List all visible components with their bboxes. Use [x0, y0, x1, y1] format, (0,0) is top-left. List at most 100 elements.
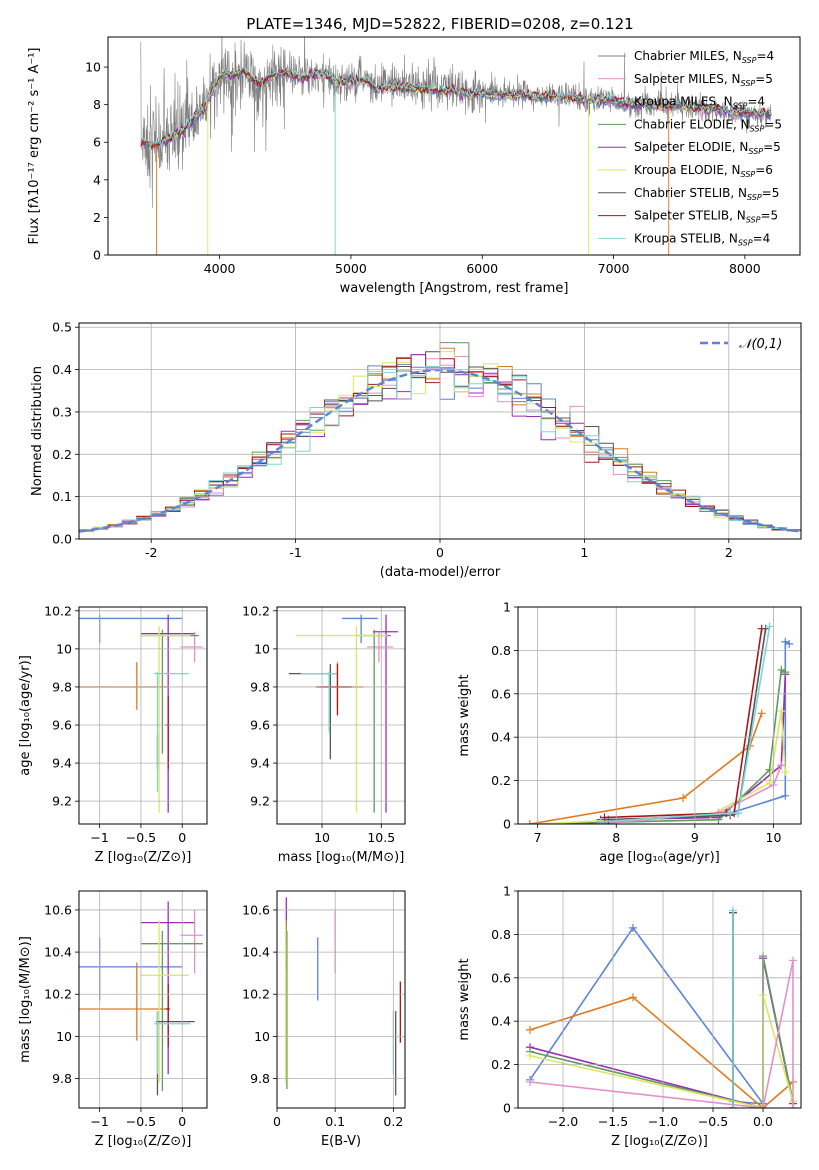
legend-label: Salpeter ELODIE, NSSP=5	[634, 140, 781, 156]
axes-frame	[107, 36, 801, 256]
y-tick-label: 10.6	[242, 902, 270, 917]
weight-marker	[734, 809, 743, 818]
y-tick-label: 9.8	[52, 1071, 72, 1086]
legend-label: Kroupa ELODIE, NSSP=6	[634, 163, 773, 179]
weight-marker	[781, 767, 790, 776]
x-tick-label: -1	[289, 545, 301, 560]
legend-label: 𝒩(0,1)	[739, 337, 782, 352]
weight-marker	[777, 707, 786, 716]
x-tick-label: 6000	[466, 261, 498, 276]
legend-label: Chabrier MILES, NSSP=4	[634, 49, 774, 65]
legend-label: Salpeter STELIB, NSSP=5	[634, 209, 778, 225]
x-tick-label: 7	[534, 830, 542, 845]
x-tick-label: −1	[90, 1114, 108, 1129]
x-axis-label: Z [log₁₀(Z/Z⊙)]	[95, 850, 192, 865]
y-tick-label: 10.2	[44, 603, 72, 618]
weight-marker	[765, 622, 774, 631]
x-tick-label: 2	[725, 545, 733, 560]
weight-marker	[781, 791, 790, 800]
axes-frame	[517, 606, 802, 825]
axes-frame	[78, 890, 208, 1109]
x-tick-label: 0	[178, 1114, 186, 1129]
plot-area	[79, 614, 203, 813]
x-tick-label: 7000	[598, 261, 630, 276]
weight-marker	[526, 1051, 534, 1060]
y-tick-label: 0.4	[491, 730, 511, 745]
weight-line-5	[529, 960, 794, 1108]
y-tick-label: 0.4	[491, 1014, 511, 1029]
x-tick-label: −1.0	[648, 1114, 678, 1129]
chart-mass_weight_vs_age: 7 8 9 10 0 0.2 0.4 0.6 0.8 1 age [log₁₀(age/yr)] ma…	[457, 600, 802, 865]
y-tick-label: 0.0	[52, 532, 72, 547]
weight-marker	[604, 815, 613, 824]
y-tick-label: 10.2	[242, 987, 270, 1002]
x-tick-label: −0.5	[126, 1114, 156, 1129]
y-tick-label: 0.1	[52, 489, 72, 504]
chart-age_vs_Z: −1 −0.5 0 9.2 9.4 9.6 9.8 10 10.2 Z [log₁₀(Z/Z⊙)]…	[18, 603, 208, 865]
x-tick-label: −1.5	[598, 1114, 628, 1129]
y-tick-label: 10	[254, 641, 270, 656]
chart-residuals: -2 -1 0 1 2 0.0 0.1 0.2 0.3 0.4 0.5 (data-model)/er…	[30, 320, 802, 580]
figure-title: PLATE=1346, MJD=52822, FIBERID=0208, z=0…	[246, 15, 633, 33]
y-tick-label: 9.6	[52, 718, 72, 733]
axes-frame	[78, 606, 208, 825]
legend-label: Kroupa STELIB, NSSP=4	[634, 231, 770, 247]
x-tick-label: 0.2	[383, 1114, 403, 1129]
y-axis-label: Flux [fλ10⁻¹⁷ erg cm⁻² s⁻¹ A⁻¹]	[27, 48, 42, 245]
x-axis-label: (data-model)/error	[380, 565, 501, 580]
chart-age_vs_mass: 10 10.5 9.2 9.4 9.6 9.8 10 10.2 mass [log₁₀(M/M⊙…	[242, 603, 406, 865]
y-tick-label: 0.8	[491, 927, 511, 942]
x-tick-label: 0	[273, 1114, 281, 1129]
x-tick-label: 0	[436, 545, 444, 560]
normal-curve	[79, 368, 799, 533]
x-tick-label: 10	[314, 830, 330, 845]
y-tick-label: 0.2	[52, 447, 72, 462]
y-tick-label: 0.5	[52, 320, 72, 335]
model-line-8	[140, 66, 772, 148]
x-tick-label: 0	[178, 830, 186, 845]
y-axis-label: age [log₁₀(age/yr)]	[18, 655, 33, 776]
x-tick-label: −0.5	[698, 1114, 728, 1129]
chart-mass_weight_vs_Z: −2.0 −1.5 −1.0 −0.5 0.0 0 0.2 0.4 0.6 0.8 1 Z [log₁…	[457, 884, 802, 1149]
y-tick-label: 0.4	[52, 362, 72, 377]
y-tick-label: 9.2	[52, 794, 72, 809]
legend-label: Kroupa MILES, NSSP=4	[634, 95, 765, 111]
x-tick-label: 10.5	[367, 830, 395, 845]
x-axis-label: Z [log₁₀(Z/Z⊙)]	[95, 1134, 192, 1149]
axes-frame	[78, 322, 802, 540]
y-axis-label: mass weight	[457, 958, 472, 1040]
y-tick-label: 10	[56, 1029, 72, 1044]
model-line-6	[140, 68, 772, 149]
y-tick-label: 10	[254, 1029, 270, 1044]
weight-marker	[526, 1025, 534, 1034]
y-axis-label: mass [log₁₀(M/M⊙)]	[18, 936, 33, 1063]
x-tick-label: −0.5	[126, 830, 156, 845]
x-tick-label: 9	[691, 830, 699, 845]
y-tick-label: 0.3	[52, 404, 72, 419]
weight-marker	[789, 1104, 797, 1108]
x-tick-label: 0.0	[753, 1114, 773, 1129]
plot-area	[526, 906, 797, 1108]
plot-area	[285, 897, 401, 1096]
y-tick-label: 0.6	[491, 686, 511, 701]
weight-line-0	[529, 926, 765, 1105]
y-tick-label: 0	[503, 1101, 511, 1116]
weight-line-0	[529, 713, 763, 824]
axes-frame	[276, 606, 406, 825]
y-tick-label: 10.2	[242, 603, 270, 618]
legend-label: Chabrier ELODIE, NSSP=5	[634, 117, 782, 133]
y-tick-label: 0.2	[491, 1057, 511, 1072]
x-tick-label: 10	[766, 830, 782, 845]
weight-marker	[629, 993, 637, 1002]
y-axis-label: mass weight	[457, 674, 472, 756]
y-tick-label: 2	[93, 210, 101, 225]
y-tick-label: 0.2	[491, 773, 511, 788]
y-tick-label: 9.8	[52, 679, 72, 694]
chart-spectrum: 4000 5000 6000 7000 8000 0 2 4 6 8 10 wavelength [A…	[27, 36, 801, 296]
weight-marker	[729, 906, 737, 915]
weight-marker	[757, 709, 766, 718]
x-axis-label: E(B-V)	[321, 1134, 361, 1149]
weight-line-1	[529, 996, 794, 1108]
weight-marker	[629, 923, 637, 932]
